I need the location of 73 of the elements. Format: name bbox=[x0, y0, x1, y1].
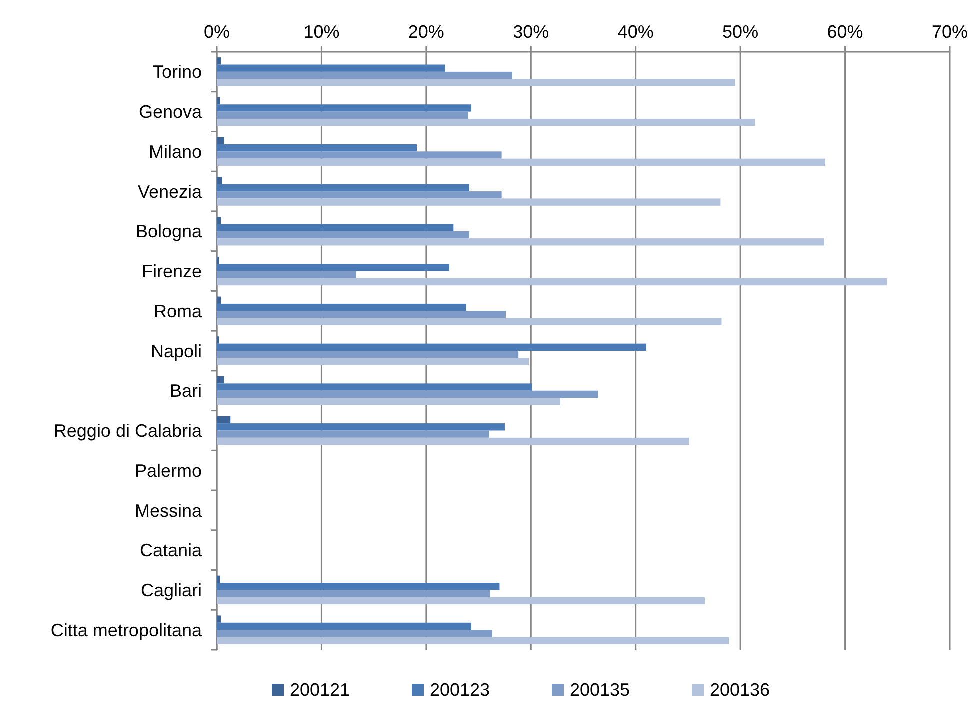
y-tick-label: Torino bbox=[152, 62, 202, 82]
bar bbox=[217, 424, 505, 431]
bar bbox=[217, 231, 470, 239]
bar bbox=[217, 278, 888, 286]
bar bbox=[217, 438, 690, 446]
bar bbox=[217, 104, 472, 112]
bar bbox=[217, 597, 705, 605]
bar bbox=[217, 390, 598, 398]
x-tick-label: 40% bbox=[618, 22, 654, 42]
legend-label: 200136 bbox=[710, 680, 770, 700]
bar bbox=[217, 184, 470, 192]
y-tick-label: Napoli bbox=[150, 341, 202, 362]
y-tick-label: Milano bbox=[148, 142, 202, 162]
bar bbox=[217, 158, 826, 166]
x-tick-label: 50% bbox=[722, 22, 759, 42]
bar bbox=[217, 576, 220, 584]
x-tick-label: 20% bbox=[408, 22, 444, 42]
bar bbox=[217, 304, 466, 312]
bar bbox=[217, 264, 450, 272]
bar bbox=[217, 271, 356, 278]
bar bbox=[217, 358, 530, 366]
y-tick-label: Firenze bbox=[142, 262, 202, 282]
bar bbox=[217, 311, 506, 318]
bar bbox=[217, 583, 500, 590]
bar bbox=[217, 296, 222, 304]
x-tick-label: 70% bbox=[932, 22, 968, 42]
bar bbox=[217, 79, 736, 86]
bar bbox=[217, 217, 222, 224]
bar bbox=[217, 616, 222, 623]
y-tick-label: Cagliari bbox=[140, 580, 202, 600]
bar bbox=[217, 622, 472, 630]
bar bbox=[217, 238, 824, 246]
bar bbox=[217, 376, 224, 384]
bar bbox=[217, 97, 220, 105]
bar bbox=[217, 344, 646, 351]
bar bbox=[217, 430, 490, 438]
bar bbox=[217, 72, 512, 80]
bar bbox=[217, 58, 222, 65]
bar bbox=[217, 351, 519, 358]
y-tick-label: Messina bbox=[134, 500, 203, 521]
bar bbox=[217, 384, 532, 391]
bar bbox=[217, 224, 454, 232]
bar bbox=[217, 398, 560, 406]
bar bbox=[217, 152, 502, 159]
bar bbox=[217, 416, 231, 424]
x-tick-label: 60% bbox=[827, 22, 864, 42]
bar bbox=[217, 192, 502, 199]
y-tick-label: Reggio di Calabria bbox=[54, 421, 203, 442]
bar bbox=[217, 144, 418, 152]
bar bbox=[217, 112, 468, 119]
legend-label: 200123 bbox=[430, 680, 490, 700]
y-tick-label: Palermo bbox=[134, 460, 202, 481]
legend-label: 200121 bbox=[290, 680, 350, 700]
bar bbox=[217, 198, 721, 206]
bar bbox=[217, 137, 224, 144]
y-tick-label: Roma bbox=[154, 301, 203, 322]
bar bbox=[217, 177, 222, 184]
bar bbox=[217, 637, 730, 644]
y-tick-label: Genova bbox=[138, 102, 203, 122]
y-tick-label: Citta metropolitana bbox=[50, 620, 203, 640]
x-tick-label: 30% bbox=[513, 22, 550, 42]
legend-label: 200135 bbox=[570, 680, 630, 700]
bar bbox=[217, 118, 756, 126]
x-tick-label: 10% bbox=[304, 22, 340, 42]
bar bbox=[217, 630, 492, 638]
bar bbox=[217, 318, 722, 326]
y-tick-label: Bologna bbox=[136, 222, 203, 242]
x-tick-label: 0% bbox=[204, 22, 230, 42]
y-tick-label: Venezia bbox=[138, 182, 203, 202]
y-tick-label: Catania bbox=[140, 540, 203, 561]
y-tick-label: Bari bbox=[170, 381, 202, 402]
bar bbox=[217, 64, 446, 72]
bar bbox=[217, 590, 490, 598]
